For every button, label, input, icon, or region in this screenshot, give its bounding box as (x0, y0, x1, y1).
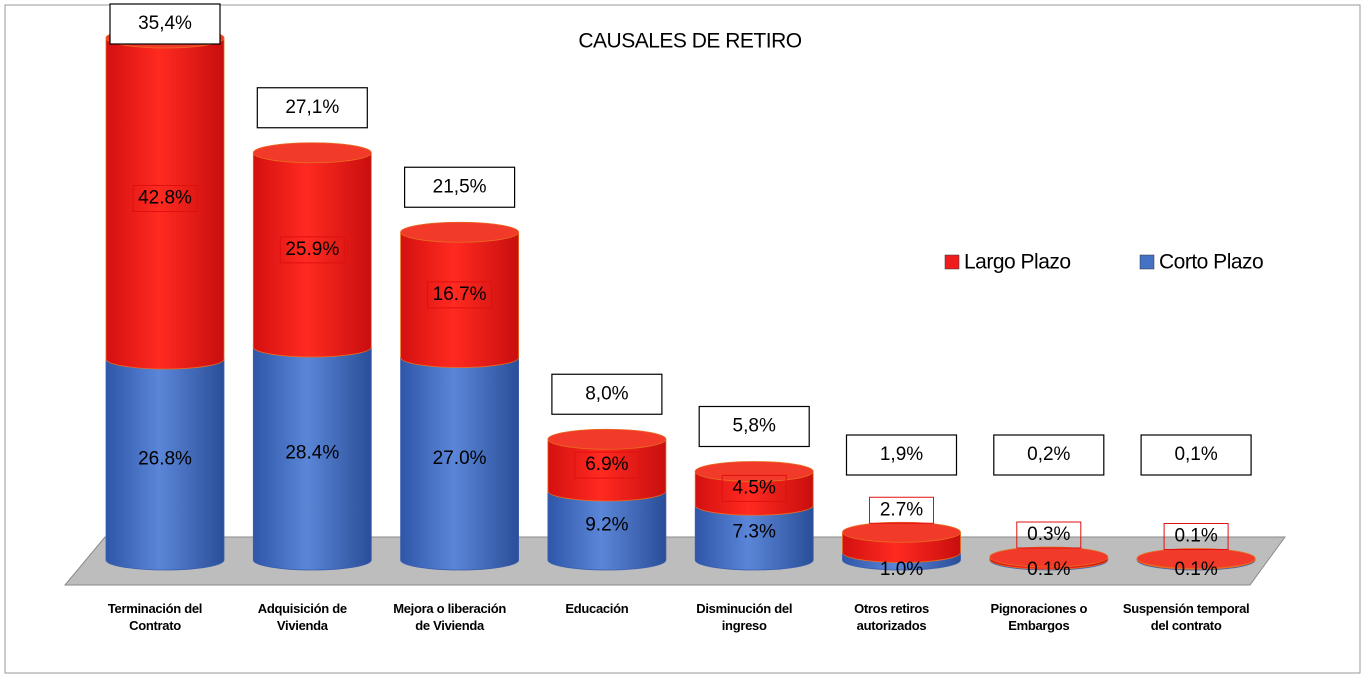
value-label: 25.9% (285, 239, 339, 260)
value-label: 9.2% (585, 515, 628, 536)
value-label: 7.3% (733, 522, 776, 543)
value-label-box (574, 451, 640, 479)
bar-segment (400, 231, 519, 368)
bar-cap (400, 221, 520, 243)
share-label: 0,1% (1174, 444, 1217, 465)
share-label: 35,4% (138, 13, 192, 34)
value-label-box (279, 236, 345, 264)
x-tick-label: Adquisición de Vivienda (257, 601, 347, 633)
value-label: 0.1% (1027, 559, 1070, 580)
legend-swatch (1139, 254, 1155, 270)
legend-label: Largo Plazo (964, 251, 1071, 274)
bar-cap (547, 428, 667, 450)
value-label-box (721, 474, 787, 502)
x-tick-label: Mejora o liberación de Vivienda (393, 601, 506, 633)
bar-segment (105, 358, 225, 571)
bar-segment (400, 357, 519, 571)
x-tick-label: Pignoraciones o Embargos (990, 601, 1088, 633)
value-label: 42.8% (138, 188, 192, 209)
bar-segment (252, 152, 372, 358)
value-label-box (132, 185, 198, 212)
share-box (993, 434, 1105, 476)
bar-segment (252, 346, 372, 571)
share-box (256, 87, 368, 129)
share-label: 27,1% (285, 97, 339, 118)
share-box (551, 373, 663, 415)
x-tick-label: Terminación del Contrato (107, 601, 203, 633)
bar-cap (842, 521, 961, 543)
value-label: 1.0% (880, 559, 923, 580)
bar-segment (694, 471, 814, 516)
bar-cap (989, 546, 1109, 568)
share-box (109, 3, 221, 45)
bar-segment (105, 37, 225, 370)
x-tick-label: Disminución del ingreso (696, 601, 793, 633)
frame (4, 4, 1361, 674)
value-label: 2.7% (880, 499, 923, 520)
x-tick-label: Otros retiros autorizados (854, 601, 929, 633)
bar-cap (252, 142, 372, 164)
value-label-box (1016, 521, 1082, 549)
x-tick-label: Educación (565, 601, 629, 616)
value-label: 28.4% (285, 443, 339, 464)
value-label: 6.9% (585, 454, 628, 475)
value-label: 26.8% (138, 449, 192, 470)
bar-segment (547, 438, 667, 502)
bar-cap (694, 461, 814, 482)
share-box (698, 405, 810, 448)
x-tick-label: Suspensión temporal del contrato (1122, 601, 1250, 633)
share-label: 5,8% (733, 416, 776, 437)
share-box (845, 434, 958, 476)
share-label: 8,0% (585, 383, 628, 404)
value-label: 0.1% (1174, 526, 1217, 547)
value-label: 0.3% (1027, 524, 1070, 545)
bar-segment (547, 490, 667, 571)
legend-swatch (944, 254, 960, 270)
value-label-box (1163, 523, 1229, 550)
bar-segment (694, 504, 814, 571)
value-label-box (427, 281, 493, 309)
share-label: 0,2% (1027, 444, 1070, 465)
share-label: 1,9% (880, 444, 923, 465)
bar-cap (1136, 548, 1256, 569)
share-box (1140, 434, 1252, 476)
legend-label: Corto Plazo (1159, 251, 1263, 274)
value-label: 16.7% (433, 284, 487, 305)
value-label: 4.5% (733, 477, 776, 498)
share-label: 21,5% (433, 176, 487, 197)
value-label: 27.0% (433, 448, 487, 469)
share-box (404, 166, 516, 208)
value-label-box (869, 496, 934, 524)
chart-title: CAUSALES DE RETIRO (578, 30, 801, 53)
value-label: 0.1% (1174, 559, 1217, 580)
